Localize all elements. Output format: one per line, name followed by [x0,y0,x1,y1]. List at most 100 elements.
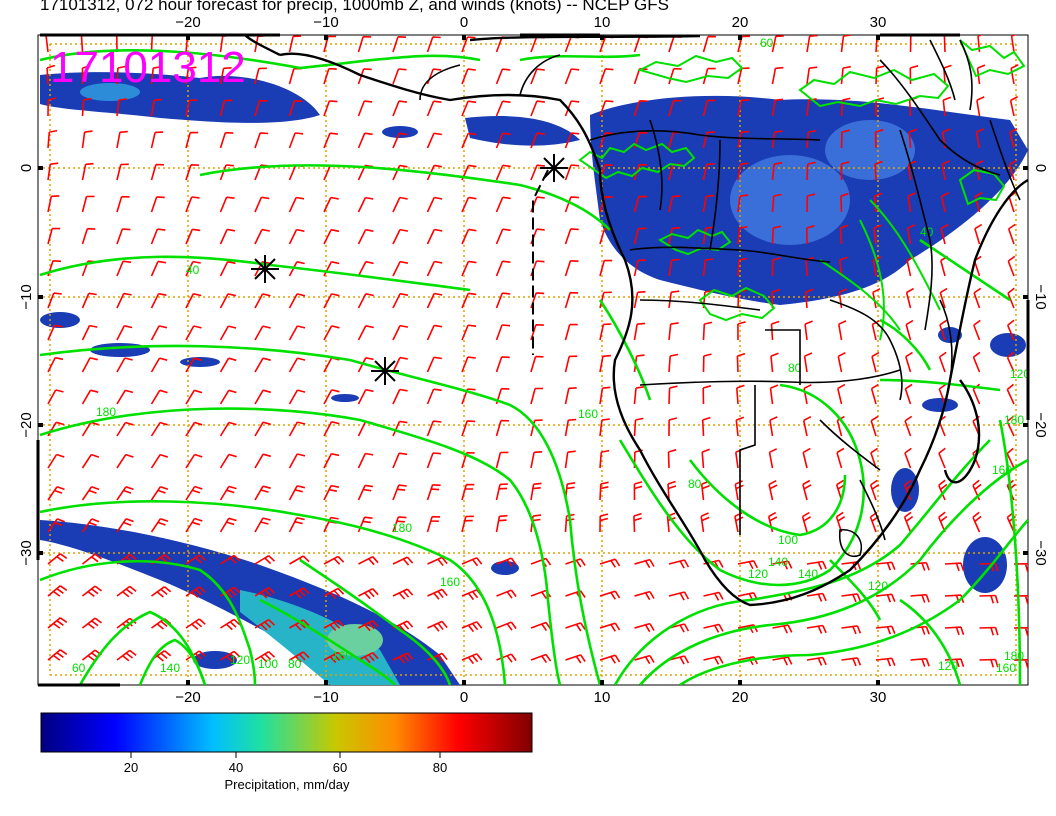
wind-barb [323,389,340,405]
wind-barb [1009,95,1019,117]
wind-barb [116,486,134,501]
wind-barb [599,259,613,277]
colorbar-gradient [40,712,533,753]
wind-barb [1006,383,1015,405]
contour-line [829,559,882,621]
wind-barb [151,586,172,598]
border [989,119,1021,201]
wind-barb [806,35,818,53]
contour-label: 120 [938,659,958,673]
wind-barb [804,320,813,341]
wind-barb [323,619,345,632]
contour-line [688,459,847,537]
wind-barb [47,195,60,213]
wind-barb [874,160,883,181]
wind-barb [973,319,981,341]
wind-barb [81,324,98,341]
wind-barb [599,291,612,309]
wind-barb [392,196,408,213]
wind-barb [461,68,476,85]
wind-barb [599,100,614,117]
coastlines [244,35,1028,607]
lon-tick-label: −20 [175,14,200,31]
wind-barb [667,448,677,469]
wind-barb [736,352,746,373]
station-markers [251,154,568,385]
wind-barb [289,651,310,663]
border [589,130,821,141]
wind-barb [461,132,477,149]
wind-barb [599,481,609,501]
small-contours [578,39,1026,341]
precip-area [922,398,958,412]
wind-barb [735,416,745,437]
contour-line [859,219,885,341]
wind-barb [289,587,310,599]
wind-barb [564,164,580,181]
wind-barb [323,293,340,309]
wind-barb [47,585,68,597]
wind-barb [841,593,862,603]
contour-label: 180 [1004,649,1024,663]
wind-barb [392,652,414,664]
contour-label: 60 [760,36,774,50]
wind-barb [150,357,168,373]
wind-barb [771,162,783,181]
lon-tick-label: −10 [313,689,338,706]
wind-barb [802,447,811,469]
wind-barb [426,260,443,277]
wind-barb [254,196,270,213]
wind-barb [771,35,784,53]
wind-barb [633,417,644,437]
wind-barb [737,194,749,213]
wind-barb [254,517,271,533]
wind-barb [771,257,781,277]
wind-barb [150,260,167,277]
top-lon-labels: −20 −10 0 10 20 30 [175,14,886,31]
wind-barb [220,650,241,663]
wind-barb [906,224,916,245]
wind-barb [185,618,206,630]
wind-barb [702,321,713,341]
wind-barb [323,651,345,664]
contour-line [637,54,744,84]
left-lat-labels: 0 −10 −20 −30 [18,164,35,566]
wind-barb [426,356,442,373]
wind-barb [116,389,134,405]
contour-label: 140 [768,555,788,569]
wind-barb [702,353,712,373]
lat-tick-label: 0 [18,164,35,172]
wind-barb [495,132,511,149]
wind-barb [116,421,134,437]
wind-barb [288,485,306,501]
contour-line [578,142,696,180]
wind-barb [599,590,621,600]
frame-accents [36,33,1030,687]
wind-barb [427,652,448,664]
wind-barb [116,325,133,341]
wind-barb [392,620,414,632]
wind-barb [772,560,793,570]
wind-barb [904,383,913,405]
wind-barb [979,658,999,668]
wind-barb [426,420,442,437]
wind-barb [837,351,846,373]
wind-barb [599,68,614,85]
wind-barb [668,99,682,117]
wind-barb [254,485,271,501]
wind-barb [219,131,234,149]
bottom-lon-labels: −20 −10 0 10 20 30 [175,689,886,706]
wind-barb [392,588,414,600]
wind-barb [633,481,643,501]
wind-barb [116,518,134,533]
wind-barb [840,35,852,53]
wind-barb [1006,447,1015,469]
lat-tick-label: −30 [1032,540,1049,565]
wind-barb [904,415,913,437]
wind-barb [530,164,545,181]
axis-ticks [38,35,1028,685]
wind-barb [288,421,306,437]
wind-barb [254,228,270,245]
wind-barb [254,357,271,373]
border [419,64,461,101]
